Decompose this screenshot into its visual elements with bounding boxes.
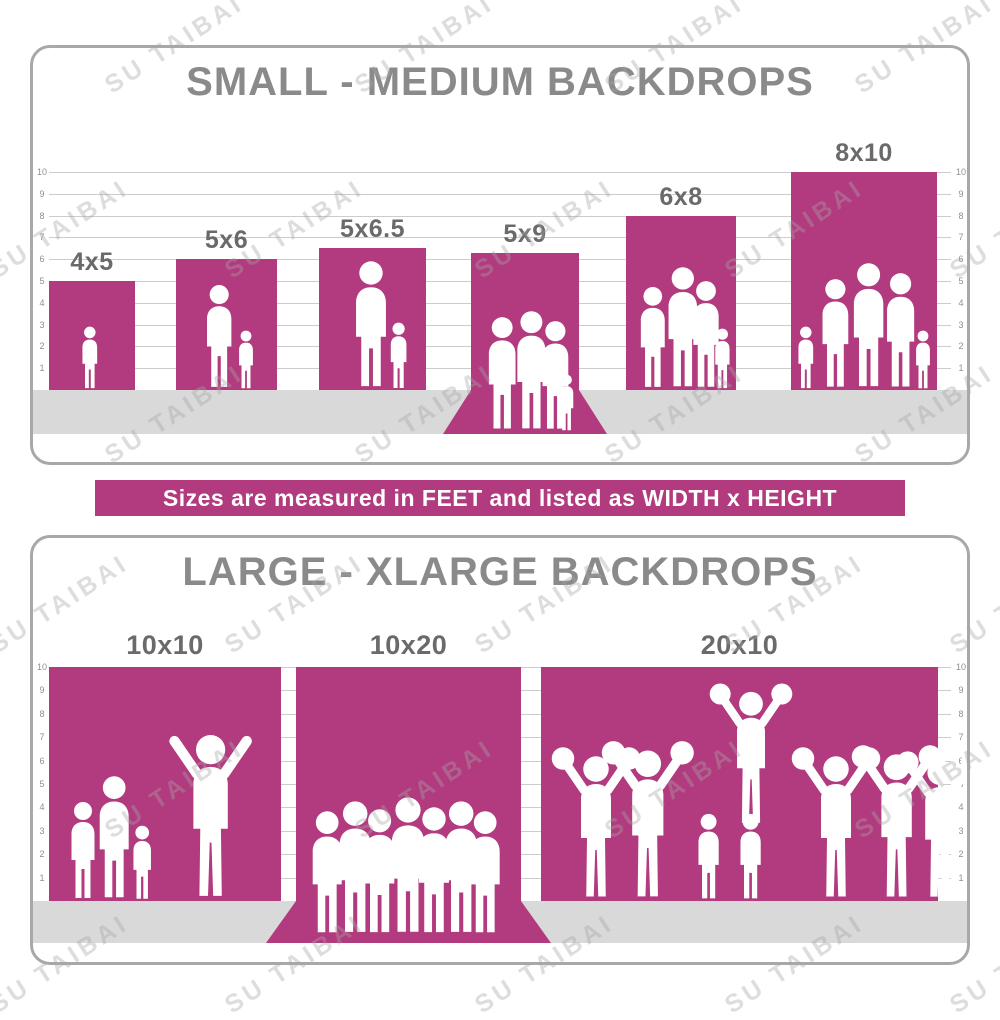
floor-sweep <box>266 901 551 943</box>
small-medium-panel: SMALL - MEDIUM BACKDROPS 1 1 2 2 3 3 4 4 5 5 6 6 7 7 8… <box>30 45 970 465</box>
backdrop-bar <box>626 216 736 390</box>
ruler-tick-right: 10 <box>955 167 966 177</box>
ruler-tick-right: 4 <box>958 802 964 812</box>
ruler-tick-left: 3 <box>39 826 45 836</box>
bar-size-label: 6x8 <box>659 183 703 211</box>
ruler-tick-right: 5 <box>958 276 964 286</box>
ruler-tick-left: 6 <box>39 254 45 264</box>
measurement-note-text: Sizes are measured in FEET and listed as… <box>162 484 838 511</box>
ruler-line <box>49 237 951 238</box>
backdrop-bar <box>49 667 281 901</box>
ruler-tick-right: 9 <box>958 189 964 199</box>
bar-size-label: 4x5 <box>70 248 114 276</box>
ruler-tick-right: 2 <box>958 341 964 351</box>
bar-size-label: 5x6.5 <box>339 215 406 243</box>
ruler-tick-right: 5 <box>958 779 964 789</box>
ruler-tick-left: 8 <box>39 709 45 719</box>
ruler-tick-right: 7 <box>958 232 964 242</box>
large-xlarge-panel: LARGE - XLARGE BACKDROPS 1 1 2 2 3 3 4 4 5 5 6 6 7 7 8… <box>30 535 970 965</box>
ruler-tick-right: 9 <box>958 685 964 695</box>
backdrop-bar <box>296 667 521 901</box>
ruler-tick-left: 2 <box>39 849 45 859</box>
ruler-tick-right: 7 <box>958 732 964 742</box>
backdrop-bar <box>49 281 135 390</box>
backdrop-bar <box>541 667 938 901</box>
ruler-line <box>49 172 951 173</box>
ruler-tick-left: 9 <box>39 685 45 695</box>
ruler-tick-left: 7 <box>39 232 45 242</box>
ruler-tick-right: 6 <box>958 254 964 264</box>
ruler-tick-right: 10 <box>955 662 966 672</box>
ruler-tick-left: 2 <box>39 341 45 351</box>
ruler-tick-right: 6 <box>958 756 964 766</box>
backdrop-bar <box>176 259 277 390</box>
ruler-tick-left: 5 <box>39 779 45 789</box>
ruler-line <box>49 216 951 217</box>
ruler-tick-left: 3 <box>39 320 45 330</box>
ruler-tick-right: 8 <box>958 709 964 719</box>
ruler-line <box>49 194 951 195</box>
ruler-tick-right: 1 <box>958 363 964 373</box>
bar-size-label: 10x10 <box>126 630 204 660</box>
panel-title-large-xlarge: LARGE - XLARGE BACKDROPS <box>182 550 818 594</box>
measurement-note-banner: Sizes are measured in FEET and listed as… <box>95 480 905 516</box>
ruler-tick-right: 3 <box>958 320 964 330</box>
bar-size-label: 5x6 <box>204 226 249 254</box>
ruler-tick-left: 4 <box>39 802 45 812</box>
bar-size-label: 10x20 <box>369 630 448 660</box>
bar-size-label: 8x10 <box>835 139 893 167</box>
ruler-tick-right: 1 <box>958 873 964 883</box>
backdrop-bar <box>471 253 579 390</box>
ruler-tick-right: 4 <box>958 298 964 308</box>
ruler-tick-left: 1 <box>39 873 45 883</box>
ruler-tick-left: 4 <box>39 298 45 308</box>
backdrop-bar <box>319 248 426 390</box>
ruler-tick-left: 1 <box>39 363 45 373</box>
floor-sweep <box>443 390 607 434</box>
ruler-tick-left: 10 <box>36 167 47 177</box>
large-xlarge-chart-area: 1 1 2 2 3 3 4 4 5 5 6 6 7 7 8 8 9 9 10 10 10x10 10x20 20x10 <box>33 538 967 962</box>
ruler-tick-left: 9 <box>39 189 45 199</box>
panel-title-small-medium: SMALL - MEDIUM BACKDROPS <box>186 60 814 104</box>
bar-size-label: 5x9 <box>503 220 547 248</box>
bar-size-label: 20x10 <box>700 630 779 660</box>
ruler-tick-left: 10 <box>36 662 47 672</box>
ruler-tick-left: 8 <box>39 211 45 221</box>
ruler-tick-left: 7 <box>39 732 45 742</box>
small-medium-chart-area: 1 1 2 2 3 3 4 4 5 5 6 6 7 7 8 8 9 9 10 10 4x5 5x6 5x6.5 5x9 6x8 8… <box>33 48 967 462</box>
ruler-tick-left: 6 <box>39 756 45 766</box>
ruler-tick-right: 2 <box>958 849 964 859</box>
ruler-tick-right: 8 <box>958 211 964 221</box>
backdrop-bar <box>791 172 937 390</box>
ruler-tick-right: 3 <box>958 826 964 836</box>
ruler-tick-left: 5 <box>39 276 45 286</box>
